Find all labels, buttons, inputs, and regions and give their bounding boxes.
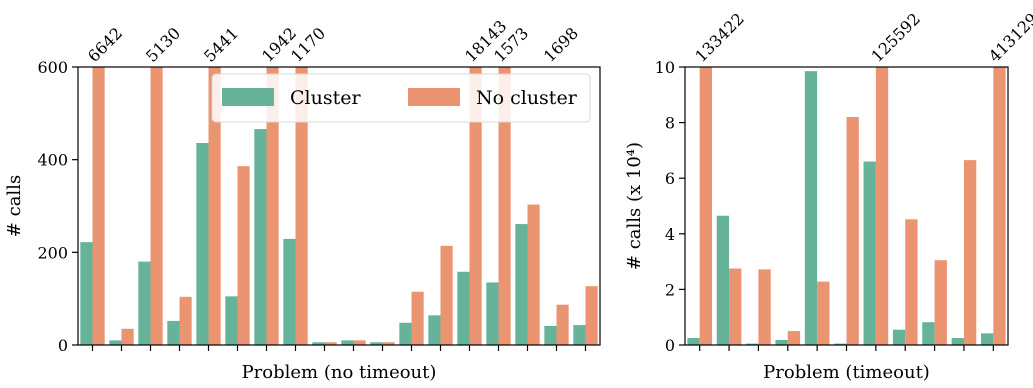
bar-cluster-0-0 [80,242,93,345]
y-tick-label: 10 [655,58,675,77]
y-tick-label: 4 [665,225,675,244]
bar-cluster-0-3 [167,320,180,345]
y-tick-label: 0 [665,336,675,355]
y-tick-label: 6 [665,169,675,188]
bar-no-cluster-1-1 [729,268,742,345]
y-tick-label: 600 [37,58,68,77]
bar-cluster-1-7 [892,329,906,345]
bar-cluster-1-1 [716,215,730,345]
overflow-value-label: 5130 [142,24,184,66]
bar-cluster-0-16 [544,326,557,345]
bar-no-cluster-0-8 [324,342,337,345]
overflow-value-label: 133422 [691,9,748,66]
bar-no-cluster-0-10 [382,342,395,345]
overflow-value-label: 5441 [200,24,242,66]
bar-cluster-1-5 [834,343,847,345]
bar-no-cluster-0-16 [556,304,569,345]
bar-no-cluster-0-9 [353,340,366,345]
y-tick-label: 2 [665,280,675,299]
bar-no-cluster-1-6 [875,67,889,345]
bar-cluster-0-2 [138,261,151,345]
bar-no-cluster-1-5 [846,117,859,345]
plot-frame [77,66,601,346]
bar-no-cluster-0-13 [469,67,482,345]
bar-cluster-0-14 [486,282,499,345]
legend: Cluster No cluster [211,73,591,123]
bar-no-cluster-0-2 [150,67,163,345]
bar-no-cluster-1-0 [699,67,713,345]
bar-no-cluster-0-0 [92,67,105,345]
bar-no-cluster-0-12 [440,245,453,345]
bar-cluster-0-9 [341,340,354,345]
bar-cluster-1-8 [922,322,935,345]
bar-cluster-1-2 [746,343,759,345]
y-tick-label: 200 [37,243,68,262]
legend-label-no-cluster: No cluster [476,87,578,109]
bar-cluster-0-12 [428,315,441,345]
legend-label-cluster: Cluster [290,87,361,109]
bar-no-cluster-1-10 [993,67,1006,345]
bar-no-cluster-0-5 [237,166,250,345]
bar-cluster-0-5 [225,296,238,345]
x-axis-label: Problem (no timeout) [242,362,437,383]
bar-no-cluster-0-17 [585,286,598,345]
bar-cluster-0-6 [254,129,267,345]
bar-cluster-0-1 [109,340,122,345]
bar-cluster-1-9 [951,338,964,345]
y-tick-label: 8 [665,114,675,133]
bar-cluster-0-13 [457,271,470,345]
bar-cluster-1-4 [804,71,818,346]
overflow-value-label: 125592 [867,9,924,66]
bar-no-cluster-0-14 [498,67,511,345]
bar-no-cluster-0-15 [527,204,540,345]
legend-swatch-no-cluster [408,88,460,106]
bar-no-cluster-1-9 [963,160,977,345]
bar-no-cluster-0-1 [121,328,134,345]
bar-no-cluster-1-4 [817,281,830,345]
x-axis-label: Problem (timeout) [763,362,930,383]
bar-no-cluster-0-7 [295,67,308,345]
bar-cluster-0-11 [399,322,412,345]
y-tick-label: 0 [58,336,68,355]
bar-no-cluster-1-7 [905,219,918,345]
overflow-value-label: 1170 [287,24,329,66]
bar-no-cluster-1-3 [787,331,801,345]
bar-no-cluster-1-2 [758,269,771,345]
bar-no-cluster-0-3 [179,296,192,345]
y-tick-label: 400 [37,151,68,170]
bar-cluster-1-6 [863,161,876,345]
y-axis-label: # calls [4,175,25,237]
bar-no-cluster-0-4 [208,67,221,345]
legend-box [211,73,591,123]
bar-cluster-0-4 [196,142,209,345]
bar-cluster-0-15 [515,224,528,345]
bar-cluster-0-8 [312,342,325,345]
bar-cluster-1-0 [687,338,700,345]
overflow-value-label: 413129 [985,9,1033,66]
overflow-value-label: 1698 [540,24,582,66]
bar-no-cluster-0-6 [266,67,279,345]
y-axis-label: # calls (x 10⁴) [624,142,645,270]
bar-no-cluster-0-11 [411,291,424,345]
overflow-value-label: 6642 [84,24,126,66]
legend-swatch-cluster [222,88,274,106]
bar-no-cluster-1-8 [934,260,947,345]
bar-cluster-0-7 [283,238,296,345]
bar-cluster-1-3 [775,340,788,345]
bar-cluster-0-10 [370,342,383,345]
bar-cluster-1-10 [980,333,994,345]
bar-cluster-0-17 [573,325,586,345]
